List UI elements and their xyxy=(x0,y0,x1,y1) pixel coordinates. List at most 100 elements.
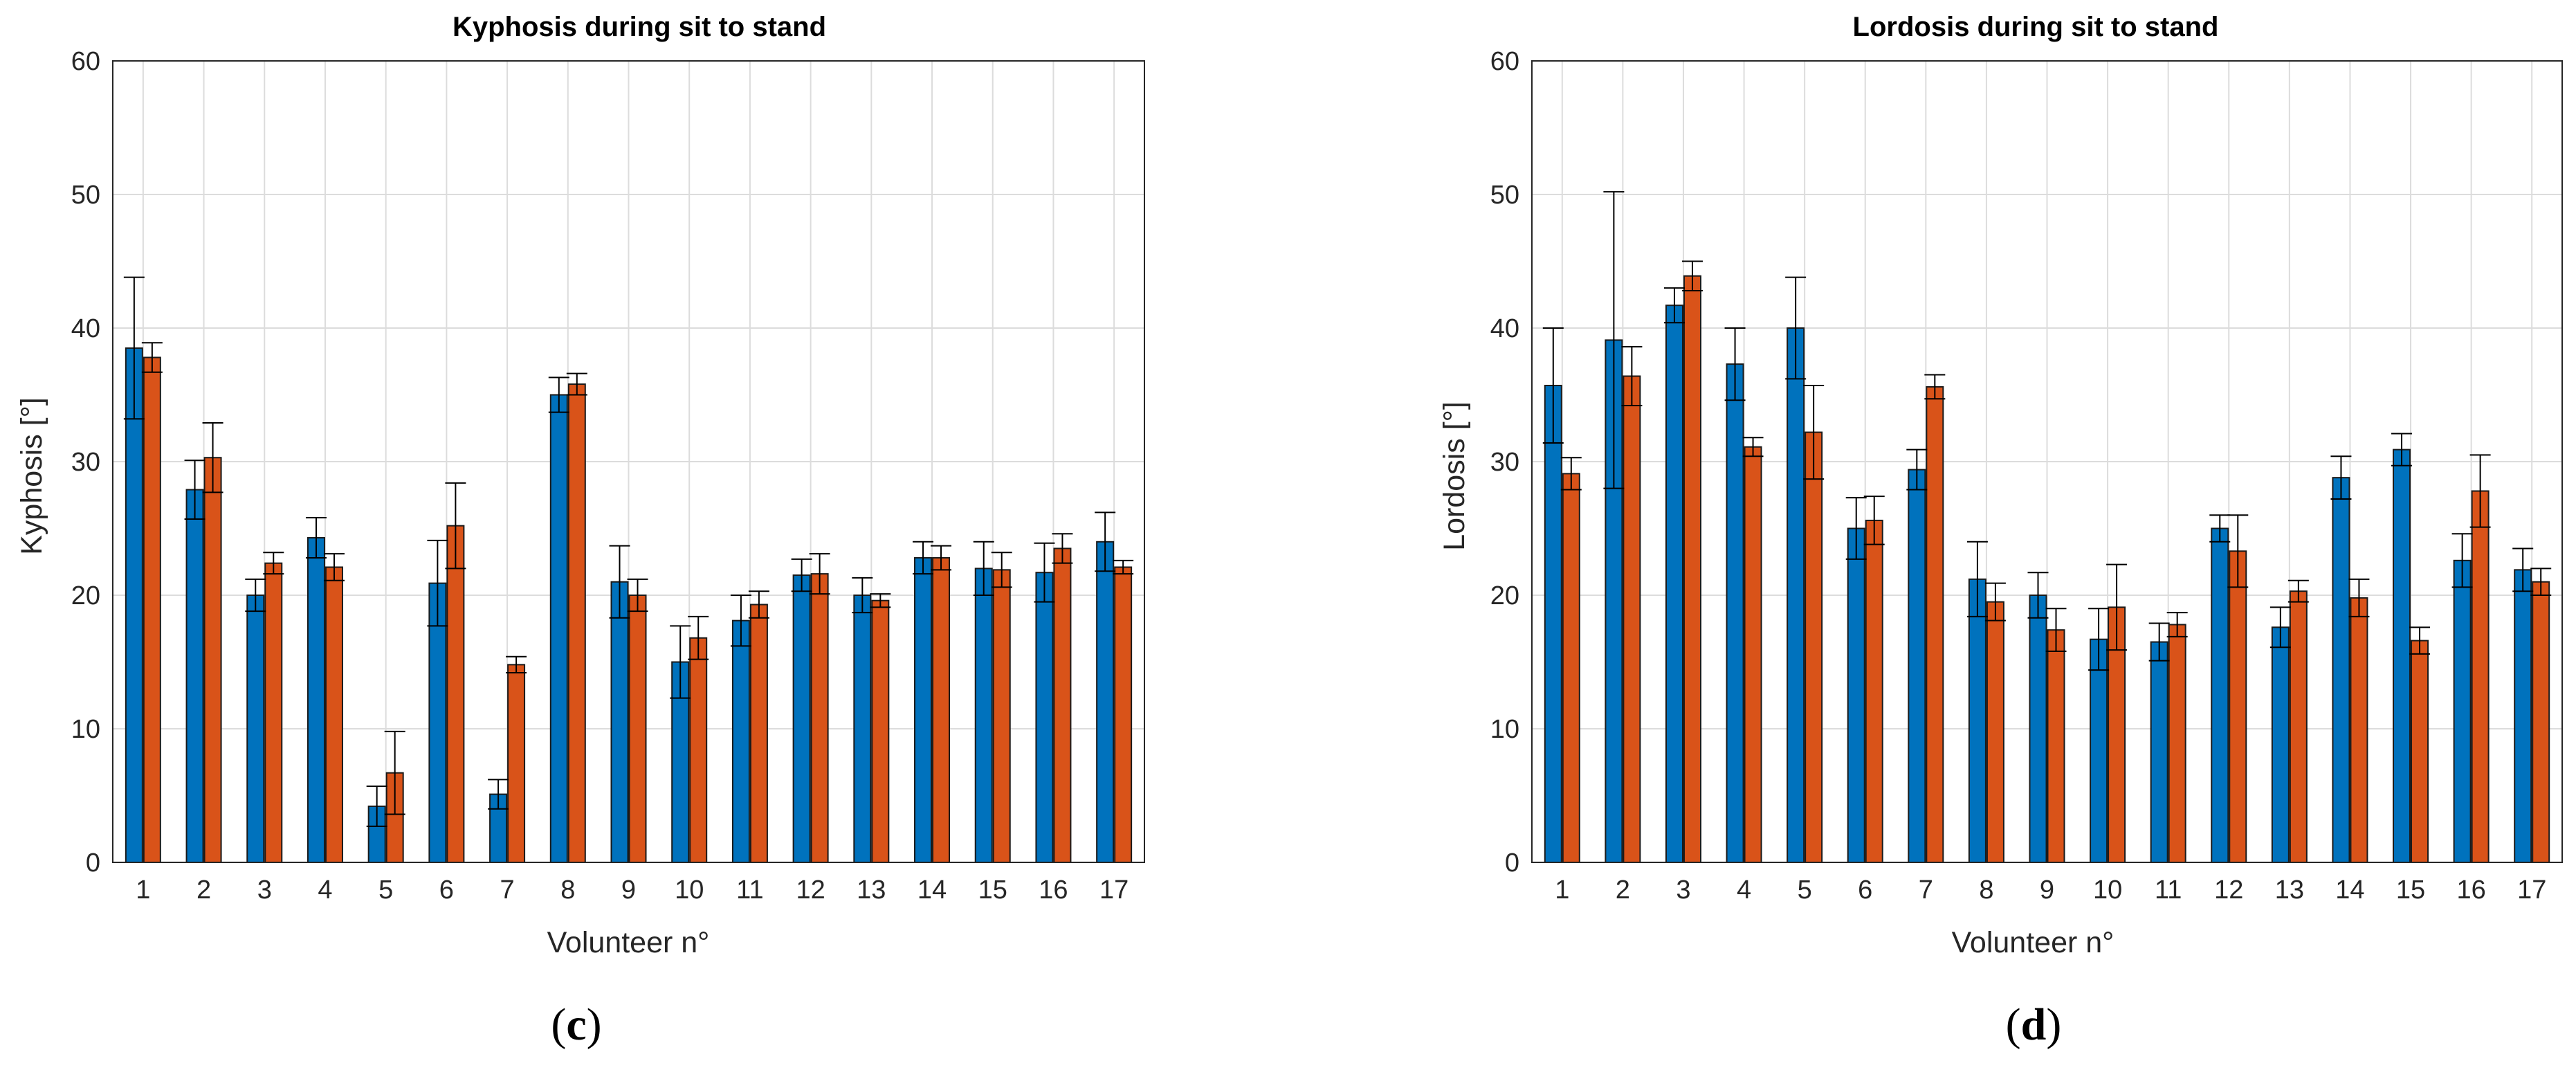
bar-series-1 xyxy=(914,556,933,864)
error-bar xyxy=(263,552,284,575)
x-tick-label: 6 xyxy=(1858,876,1872,905)
x-tick-label: 13 xyxy=(2275,876,2304,905)
x-tick-label: 11 xyxy=(2155,876,2182,905)
panel-label: (c) xyxy=(551,999,601,1050)
error-bar xyxy=(445,482,466,570)
bar-series-2 xyxy=(1986,601,2004,864)
x-axis-label: Volunteer n° xyxy=(547,926,710,959)
y-tick-label: 20 xyxy=(71,581,100,610)
x-tick-label: 16 xyxy=(2456,876,2485,905)
error-bar xyxy=(2330,455,2352,500)
bar-series-1 xyxy=(1096,541,1115,863)
bar-series-1 xyxy=(2332,477,2350,863)
error-bar xyxy=(548,377,569,413)
bar-series-1 xyxy=(2453,559,2472,863)
error-bar xyxy=(2045,608,2067,653)
error-bar xyxy=(1034,542,1055,603)
x-tick-label: 2 xyxy=(1616,876,1630,905)
x-tick-label: 11 xyxy=(736,876,763,905)
plot-frame xyxy=(112,60,1145,863)
error-bar xyxy=(123,276,145,420)
bar-series-1 xyxy=(2514,569,2532,864)
bar-series-1 xyxy=(2393,448,2411,863)
bar-series-2 xyxy=(567,383,586,863)
error-bar xyxy=(2166,612,2188,637)
x-tick-label: 8 xyxy=(560,876,575,905)
bar-series-2 xyxy=(689,637,708,863)
x-tick-label: 15 xyxy=(2396,876,2425,905)
error-bar xyxy=(2512,547,2534,592)
y-tick-label: 10 xyxy=(1490,715,1519,744)
lordosis-chart-panel: Lordosis during sit to stand Volunteer n… xyxy=(1438,12,2563,1050)
bar-series-1 xyxy=(549,394,568,863)
error-bar xyxy=(852,577,873,614)
bar-series-2 xyxy=(2047,629,2065,863)
x-tick-label: 3 xyxy=(1676,876,1690,905)
x-tick-label: 17 xyxy=(2517,876,2546,905)
bar-series-2 xyxy=(507,664,526,863)
error-bar xyxy=(2027,572,2049,619)
error-bar xyxy=(427,539,448,627)
bar-series-1 xyxy=(185,489,204,863)
error-bar xyxy=(2451,533,2473,588)
error-bar xyxy=(2106,563,2128,651)
y-axis-label: Lordosis [°] xyxy=(1438,401,1471,551)
error-bar xyxy=(202,422,223,493)
y-tick-label: 30 xyxy=(1490,448,1519,477)
x-tick-label: 14 xyxy=(2335,876,2364,905)
error-bar xyxy=(748,590,769,619)
error-bar xyxy=(141,342,163,373)
x-tick-label: 7 xyxy=(500,876,515,905)
bar-series-2 xyxy=(992,569,1011,864)
bar-series-2 xyxy=(2471,490,2490,863)
bar-series-2 xyxy=(2289,590,2308,864)
chart-title: Kyphosis during sit to stand xyxy=(453,12,826,42)
bar-series-1 xyxy=(1035,572,1054,863)
x-tick-label: 9 xyxy=(2040,876,2054,905)
bar-series-2 xyxy=(1683,275,1701,864)
bar-series-2 xyxy=(749,604,768,863)
bar-series-1 xyxy=(2211,527,2229,863)
bar-series-2 xyxy=(1053,547,1072,863)
x-tick-label: 3 xyxy=(257,876,272,905)
x-tick-label: 4 xyxy=(318,876,332,905)
error-bar xyxy=(1966,541,1988,617)
bar-series-2 xyxy=(932,556,951,864)
error-bar xyxy=(2269,606,2291,649)
error-bar xyxy=(245,578,266,613)
error-bar xyxy=(670,625,691,699)
plot-frame xyxy=(1531,60,2563,863)
bar-series-2 xyxy=(1805,431,1823,863)
x-tick-label: 14 xyxy=(917,876,947,905)
error-bar xyxy=(991,552,1012,588)
bar-series-1 xyxy=(1847,527,1865,863)
x-tick-label: 15 xyxy=(978,876,1007,905)
bar-series-1 xyxy=(125,347,143,863)
bar-series-2 xyxy=(2168,624,2186,864)
x-tick-label: 12 xyxy=(2214,876,2243,905)
bar-series-2 xyxy=(2532,581,2550,863)
y-tick-label: 0 xyxy=(1505,849,1519,878)
error-bar xyxy=(730,595,751,647)
y-tick-label: 60 xyxy=(71,47,100,76)
y-tick-label: 40 xyxy=(71,314,100,343)
x-tick-label: 13 xyxy=(857,876,886,905)
panel-letter: d xyxy=(2021,999,2047,1050)
x-tick-label: 7 xyxy=(1919,876,1933,905)
error-bar xyxy=(1560,457,1582,491)
error-bar xyxy=(627,578,648,613)
error-bar xyxy=(870,593,891,608)
x-tick-label: 10 xyxy=(2093,876,2122,905)
error-bar xyxy=(1113,559,1134,575)
x-tick-label: 5 xyxy=(378,876,393,905)
error-bar xyxy=(2148,622,2170,662)
bar-series-1 xyxy=(853,595,872,863)
error-bar xyxy=(2209,514,2231,543)
bar-series-1 xyxy=(1544,384,1562,863)
bar-series-2 xyxy=(1623,375,1641,863)
error-bar xyxy=(2287,579,2309,603)
x-axis-label: Volunteer n° xyxy=(1952,926,2114,959)
y-tick-label: 50 xyxy=(71,181,100,210)
bar-series-1 xyxy=(610,581,629,863)
error-bar xyxy=(973,541,994,596)
